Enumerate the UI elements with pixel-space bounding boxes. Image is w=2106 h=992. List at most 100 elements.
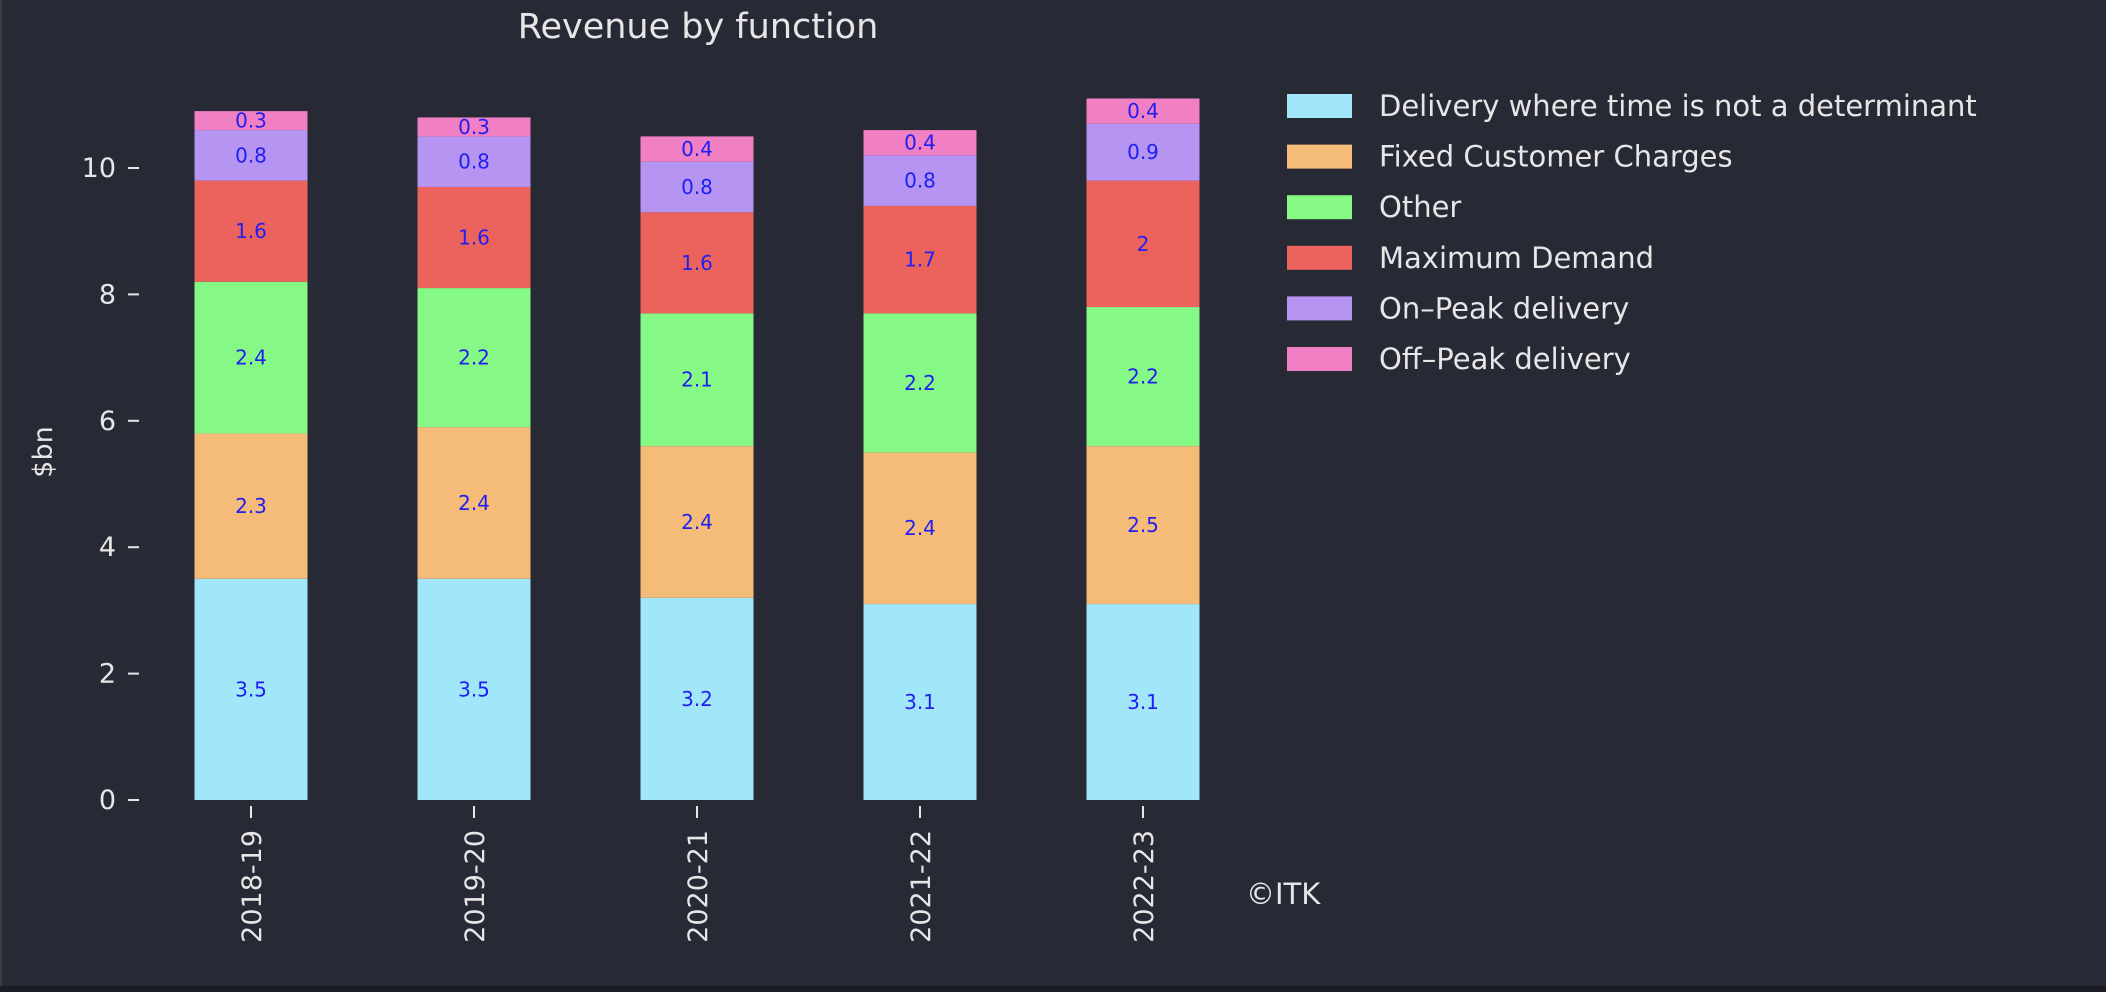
bar-segment (640, 446, 754, 598)
bar-segment (1086, 604, 1200, 800)
bar-segment (640, 212, 754, 314)
legend-item: Off–Peak delivery (1287, 342, 1631, 376)
copyright-annotation: ©ITK (1246, 877, 1321, 911)
legend-item: Fixed Customer Charges (1287, 140, 1733, 174)
legend-label: Other (1379, 190, 1461, 224)
data-label: 3.1 (1127, 690, 1159, 714)
data-label: 2.4 (904, 516, 936, 540)
legend-swatch (1287, 195, 1352, 220)
window-border (0, 0, 2, 992)
y-tick-label: 10 (82, 153, 116, 184)
y-tick-label: 2 (99, 659, 116, 690)
legend-item: On–Peak delivery (1287, 291, 1629, 325)
legend-label: Fixed Customer Charges (1379, 140, 1733, 174)
bar-segment (640, 313, 754, 447)
bar-segment (194, 130, 308, 181)
data-label: 2.2 (1127, 365, 1159, 389)
data-label: 0.9 (1127, 140, 1159, 164)
data-label: 0.8 (904, 169, 936, 193)
bar-segment (417, 136, 531, 187)
data-label: 2.5 (1127, 513, 1159, 537)
bar-stack: 3.5 2.3 2.4 1.6 0.8 0.3 (194, 109, 308, 800)
bar-segment (863, 155, 977, 206)
bar-segment (194, 281, 308, 434)
data-label: 3.2 (681, 687, 713, 711)
data-label: 0.4 (681, 137, 713, 161)
x-tick-label: 2022-23 (1129, 830, 1160, 943)
legend-swatch (1287, 144, 1352, 169)
bar-segment (417, 427, 531, 579)
y-axis-label: $bn (28, 426, 59, 477)
chart-title: Revenue by function (518, 7, 879, 47)
bar-segment (194, 180, 308, 282)
bar-segment (1086, 98, 1200, 124)
legend-label: On–Peak delivery (1379, 291, 1629, 325)
bar-stack: 3.1 2.4 2.2 1.7 0.8 0.4 (863, 130, 977, 800)
legend-label: Delivery where time is not a determinant (1379, 89, 1977, 123)
data-label: 1.6 (235, 219, 267, 243)
legend-swatch (1287, 296, 1352, 321)
bar-segment (863, 604, 977, 800)
bar-segment (417, 117, 531, 137)
legend-item: Delivery where time is not a determinant (1287, 89, 1977, 123)
bar-segment (1086, 307, 1200, 447)
data-label: 2.4 (235, 346, 267, 370)
bar-segment (194, 578, 308, 800)
data-label: 0.8 (235, 143, 267, 167)
data-label: 1.6 (458, 226, 490, 250)
bar-stack: 3.5 2.4 2.2 1.6 0.8 0.3 (417, 115, 531, 800)
bar-segment (1086, 123, 1200, 181)
data-label: 1.6 (681, 251, 713, 275)
legend-item: Other (1287, 190, 1461, 224)
legend-label: Off–Peak delivery (1379, 342, 1631, 376)
y-tick-label: 4 (99, 532, 116, 563)
bar-segment (417, 578, 531, 800)
data-label: 0.3 (458, 115, 490, 139)
data-label: 2.4 (681, 510, 713, 534)
bar-stack: 3.2 2.4 2.1 1.6 0.8 0.4 (640, 136, 754, 800)
legend-label: Maximum Demand (1379, 241, 1654, 275)
bar-segment (194, 433, 308, 579)
bar-segment (640, 136, 754, 162)
legend-swatch (1287, 245, 1352, 270)
legend: Delivery where time is not a determinant… (1287, 89, 1977, 376)
data-label: 2.3 (235, 494, 267, 518)
y-tick-label: 8 (99, 279, 116, 310)
bar-stack: 3.1 2.5 2.2 2 0.9 0.4 (1086, 98, 1200, 800)
bar-segment (1086, 446, 1200, 605)
x-tick-label: 2019-20 (460, 830, 491, 943)
y-tick-label: 6 (99, 406, 116, 437)
data-label: 2.4 (458, 491, 490, 515)
y-axis: 0 2 4 6 8 10 (82, 153, 139, 816)
data-label: 0.4 (1127, 99, 1159, 123)
data-label: 2.2 (904, 371, 936, 395)
data-label: 0.8 (458, 150, 490, 174)
data-label: 0.8 (681, 175, 713, 199)
legend-swatch (1287, 347, 1352, 371)
bar-segment (863, 452, 977, 605)
bar-segment (640, 597, 754, 800)
data-label: 0.3 (235, 109, 267, 133)
x-axis: 2018-19 2019-20 2020-21 2021-22 2022-23 (237, 806, 1160, 943)
y-tick-label: 0 (99, 785, 116, 816)
data-label: 3.1 (904, 690, 936, 714)
data-label: 2.2 (458, 346, 490, 370)
data-label: 1.7 (904, 248, 936, 272)
bar-segment (1086, 180, 1200, 308)
bar-segment (640, 161, 754, 213)
data-label: 2.1 (681, 368, 713, 392)
x-tick-label: 2020-21 (683, 830, 714, 943)
x-tick-label: 2021-22 (906, 830, 937, 943)
data-label: 3.5 (458, 677, 490, 701)
bars: 3.5 2.3 2.4 1.6 0.8 0.3 3.5 2.4 2.2 1.6 0.8 0.3 3.2 2… (194, 98, 1200, 800)
bar-segment (417, 186, 531, 289)
data-label: 0.4 (904, 131, 936, 155)
bar-segment (863, 313, 977, 453)
bar-segment (863, 205, 977, 314)
bar-segment (194, 111, 308, 131)
data-label: 3.5 (235, 677, 267, 701)
x-tick-label: 2018-19 (237, 830, 268, 943)
bottom-strip (0, 986, 2106, 992)
legend-item: Maximum Demand (1287, 241, 1654, 275)
